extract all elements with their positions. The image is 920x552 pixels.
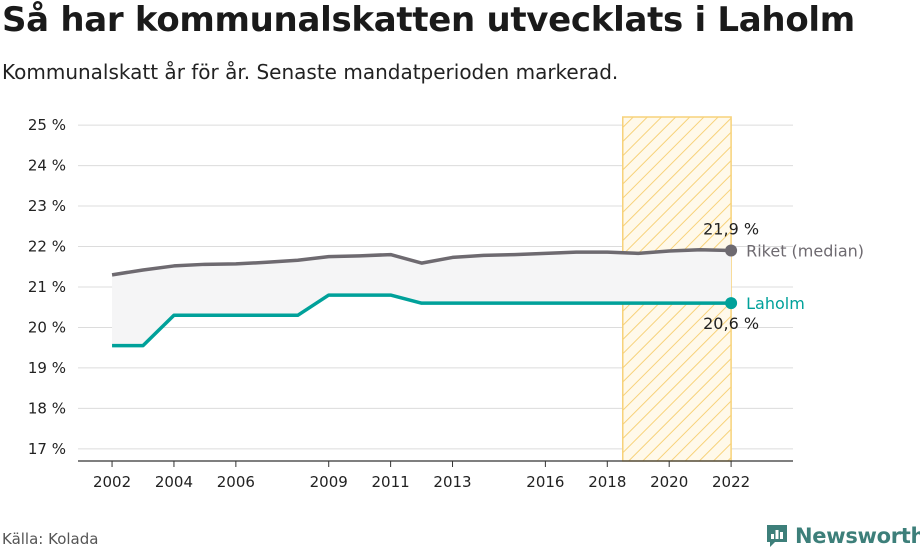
- series-name-label: Riket (median): [746, 242, 864, 261]
- x-tick-label: 2013: [433, 473, 471, 491]
- y-tick-label: 24 %: [28, 157, 66, 175]
- x-tick-label: 2018: [588, 473, 626, 491]
- y-tick-label: 21 %: [28, 278, 66, 296]
- chart-title: Så har kommunalskatten utvecklats i Laho…: [2, 0, 855, 40]
- series-endpoint-0: [725, 244, 738, 257]
- x-tick-label: 2004: [155, 473, 193, 491]
- brand-name: Newsworthy: [795, 524, 920, 548]
- series-endpoint-1: [725, 297, 738, 310]
- y-tick-label: 25 %: [28, 116, 66, 134]
- series-gap-area: [112, 249, 732, 346]
- source-note: Källa: Kolada: [2, 530, 99, 548]
- line-chart: 17 % 18 % 19 % 20 % 21 % 22 % 23 % 24 % 25 % 2002…: [28, 116, 864, 491]
- series-name-label: Laholm: [746, 294, 805, 313]
- y-tick-label: 20 %: [28, 318, 66, 336]
- y-tick-label: 23 %: [28, 197, 66, 215]
- brand-logo: Newsworthy: [765, 520, 920, 552]
- series-end-value-label: 21,9 %: [703, 220, 759, 239]
- series-line-1: [112, 293, 732, 348]
- x-tick-label: 2011: [372, 473, 410, 491]
- x-tick-label: 2016: [526, 473, 564, 491]
- series-end-value-label: 20,6 %: [703, 314, 759, 333]
- y-tick-label: 22 %: [28, 238, 66, 256]
- newsworthy-logo-icon: [767, 525, 787, 547]
- chart-subtitle: Kommunalskatt år för år. Senaste mandatp…: [2, 60, 619, 84]
- y-tick-label: 18 %: [28, 399, 66, 417]
- y-tick-label: 19 %: [28, 359, 66, 377]
- y-tick-label: 17 %: [28, 440, 66, 458]
- x-tick-label: 2022: [712, 473, 750, 491]
- series-line-0: [111, 247, 732, 277]
- x-tick-label: 2009: [310, 473, 348, 491]
- x-tick-label: 2020: [650, 473, 688, 491]
- x-tick-label: 2002: [93, 473, 131, 491]
- x-tick-label: 2006: [217, 473, 255, 491]
